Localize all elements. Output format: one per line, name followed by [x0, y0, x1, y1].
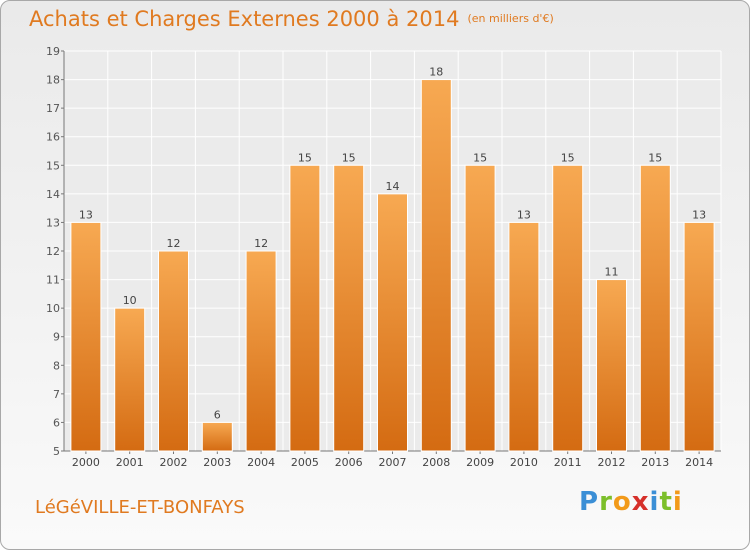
y-tick-label: 16: [46, 131, 60, 144]
town-name: LéGéVILLE-ET-BONFAYS: [35, 497, 245, 518]
y-tick-label: 14: [46, 188, 60, 201]
x-tick-label: 2014: [685, 456, 713, 469]
data-label: 15: [473, 151, 487, 164]
bar: [639, 164, 671, 452]
chart-title: Achats et Charges Externes 2000 à 2014 (e…: [29, 7, 554, 31]
data-label: 15: [298, 151, 312, 164]
data-label: 12: [254, 237, 268, 250]
bars: [70, 79, 715, 452]
x-tick-label: 2005: [291, 456, 319, 469]
x-tick-label: 2001: [116, 456, 144, 469]
bar: [683, 221, 715, 452]
bar: [596, 279, 627, 452]
bar: [245, 250, 277, 452]
bar: [420, 79, 452, 452]
x-tick-label: 2011: [554, 456, 582, 469]
data-label: 14: [386, 180, 400, 193]
bar: [552, 164, 584, 452]
data-label: 10: [123, 294, 137, 307]
brand-letter: i: [649, 487, 660, 517]
x-tick-label: 2003: [203, 456, 231, 469]
bar: [114, 307, 146, 452]
x-tick-label: 2006: [335, 456, 363, 469]
bar: [333, 164, 365, 452]
y-tick-label: 13: [46, 216, 60, 229]
bar: [158, 250, 189, 452]
x-tick-label: 2010: [510, 456, 538, 469]
y-tick-label: 15: [46, 159, 60, 172]
data-label: 15: [561, 151, 575, 164]
labels: 13 2000 10 2001 12 2002 6 2003 12 2004 15 2005 15 200…: [72, 66, 713, 469]
y-tick-label: 17: [46, 102, 60, 115]
y-tick-label: 11: [46, 274, 60, 287]
brand-letter: r: [599, 487, 613, 517]
data-label: 15: [648, 151, 662, 164]
data-label: 13: [79, 208, 93, 221]
y-tick-label: 5: [53, 445, 60, 458]
data-label: 18: [429, 66, 443, 79]
x-tick-label: 2002: [160, 456, 188, 469]
bar: [201, 421, 233, 452]
unit-note: (en milliers d'€): [467, 12, 554, 25]
y-tick-label: 7: [53, 388, 60, 401]
bar: [464, 164, 496, 452]
x-tick-label: 2004: [247, 456, 275, 469]
x-tick-label: 2000: [72, 456, 100, 469]
data-label: 6: [214, 408, 221, 421]
x-tick-label: 2008: [422, 456, 450, 469]
brand-letter: o: [612, 487, 632, 517]
brand-logo: Proxiti: [579, 487, 683, 517]
data-label: 15: [342, 151, 356, 164]
y-tick-label: 9: [53, 331, 60, 344]
y-tick-label: 19: [46, 45, 60, 58]
x-tick-label: 2012: [598, 456, 626, 469]
bar: [289, 164, 321, 452]
bar: [70, 221, 102, 452]
x-tick-label: 2009: [466, 456, 494, 469]
bar: [377, 193, 408, 452]
y-tick-label: 12: [46, 245, 60, 258]
y-tick-label: 8: [53, 359, 60, 372]
y-tick-label: 10: [46, 302, 60, 315]
data-label: 11: [605, 266, 619, 279]
data-label: 13: [517, 208, 531, 221]
data-label: 13: [692, 208, 706, 221]
chart-title-text: Achats et Charges Externes 2000 à 2014: [29, 7, 460, 31]
y-tick-label: 6: [53, 416, 60, 429]
bar: [508, 221, 540, 452]
brand-letter: P: [579, 487, 600, 517]
brand-letter: i: [672, 487, 683, 517]
data-label: 12: [167, 237, 181, 250]
y-tick-label: 18: [46, 74, 60, 87]
x-tick-label: 2007: [379, 456, 407, 469]
brand-letter: t: [659, 487, 673, 517]
x-tick-label: 2013: [641, 456, 669, 469]
brand-letter: x: [631, 487, 650, 517]
